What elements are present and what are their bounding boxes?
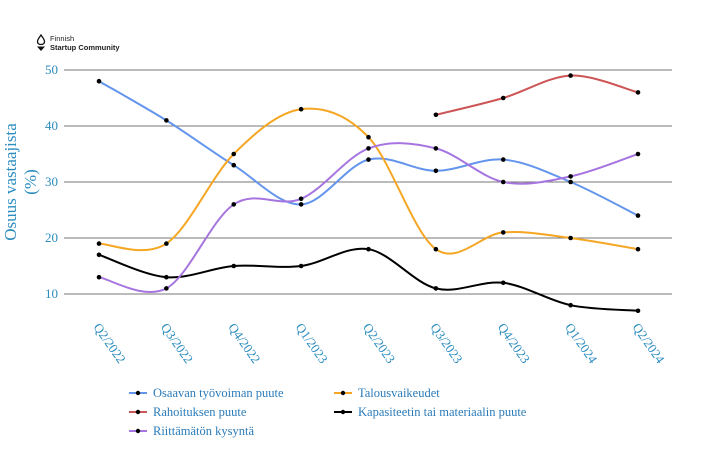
x-tick-label-Q3-2022: Q3/2022 (158, 320, 196, 366)
legend-item-1: Osaavan työvoiman puute (129, 386, 284, 400)
legend-label: Talousvaikeudet (358, 386, 440, 400)
y-axis-label-line2: (%) (21, 169, 40, 194)
legend-label: Riittämätön kysyntä (153, 424, 254, 438)
legend-item-2: Talousvaikeudet (334, 386, 440, 400)
data-point (433, 286, 439, 291)
x-tick-label-Q2-2022: Q2/2022 (91, 320, 129, 366)
legend-marker (135, 390, 141, 396)
data-point (366, 134, 371, 140)
legend-item-4: Kapasiteetin tai materiaalin puute (334, 405, 527, 419)
data-point (96, 252, 102, 258)
legend: Osaavan työvoiman puute Talousvaikeudet Ra… (129, 386, 527, 438)
series-lines (96, 73, 641, 314)
data-point (568, 174, 573, 179)
data-point (568, 73, 573, 78)
logo-line1: Finnish (50, 34, 75, 43)
y-axis-ticks: 10 20 30 40 50 (45, 62, 58, 301)
data-point (164, 274, 169, 280)
series-3 (433, 73, 641, 118)
data-point (298, 263, 304, 269)
x-tick-label-Q2-2023: Q2/2023 (360, 320, 398, 366)
x-tick-label-Q3-2023: Q3/2023 (427, 320, 465, 366)
data-point (635, 246, 641, 252)
data-point (433, 146, 439, 151)
data-point (366, 157, 371, 162)
data-point (568, 302, 573, 308)
logo-line2: Startup Community (50, 43, 120, 52)
data-point (500, 95, 506, 101)
x-tick-label-Q1-2023: Q1/2023 (293, 320, 331, 366)
legend-item-5: Riittämätön kysyntä (129, 424, 254, 438)
y-tick-label-50: 50 (45, 62, 58, 77)
data-point (231, 263, 237, 269)
legend-label: Rahoituksen puute (153, 405, 247, 419)
legend-item-3: Rahoituksen puute (129, 405, 247, 419)
data-point (96, 274, 102, 280)
series-4 (96, 246, 641, 314)
data-point (164, 286, 169, 291)
x-tick-label-Q4-2023: Q4/2023 (495, 320, 533, 366)
data-point (568, 235, 573, 241)
legend-marker (340, 409, 346, 415)
legend-marker (135, 409, 141, 415)
data-point (366, 146, 371, 151)
data-point (433, 246, 439, 252)
data-point (164, 241, 169, 246)
x-tick-label-Q4-2022: Q4/2022 (225, 320, 263, 366)
data-point (433, 168, 439, 174)
y-tick-label-40: 40 (45, 118, 58, 133)
data-point (96, 241, 102, 246)
data-point (635, 90, 641, 95)
data-point (231, 151, 237, 157)
data-point (433, 112, 439, 118)
y-axis-label: Osuus vastaajista (%) (1, 123, 40, 241)
series-line-4 (98, 247, 639, 312)
series-line-3 (435, 74, 639, 116)
droplet-logo-icon (36, 34, 46, 51)
data-point (96, 78, 102, 84)
legend-marker (340, 390, 346, 396)
x-tick-label-Q1-2024: Q1/2024 (562, 320, 601, 366)
data-point (500, 230, 506, 235)
data-point (635, 151, 641, 157)
logo: Finnish Startup Community (36, 34, 120, 52)
x-axis-ticks: Q2/2022 Q3/2022 Q4/2022 Q1/2023 Q2/2023 Q3/20… (91, 320, 669, 366)
series-1 (96, 78, 641, 218)
data-point (298, 202, 304, 207)
data-point (500, 280, 506, 286)
series-5 (96, 142, 641, 294)
y-tick-label-30: 30 (45, 174, 58, 189)
series-2 (96, 106, 641, 255)
data-point (298, 106, 304, 112)
y-tick-label-20: 20 (45, 230, 58, 245)
legend-label: Kapasiteetin tai materiaalin puute (358, 405, 527, 419)
legend-marker (135, 428, 141, 434)
data-point (500, 157, 506, 162)
series-line-2 (98, 107, 639, 255)
y-axis-label-line1: Osuus vastaajista (1, 123, 20, 241)
x-tick-label-Q2-2024: Q2/2024 (630, 320, 669, 366)
series-line-5 (98, 142, 639, 294)
data-point (298, 196, 304, 202)
data-point (231, 202, 237, 207)
data-point (366, 246, 371, 252)
data-point (500, 179, 506, 185)
data-point (164, 118, 169, 123)
data-point (231, 162, 237, 168)
y-tick-label-10: 10 (45, 286, 58, 301)
data-point (635, 213, 641, 218)
grid-lines (64, 69, 672, 295)
data-point (635, 308, 641, 314)
data-point (568, 179, 573, 185)
legend-label: Osaavan työvoiman puute (153, 386, 284, 400)
